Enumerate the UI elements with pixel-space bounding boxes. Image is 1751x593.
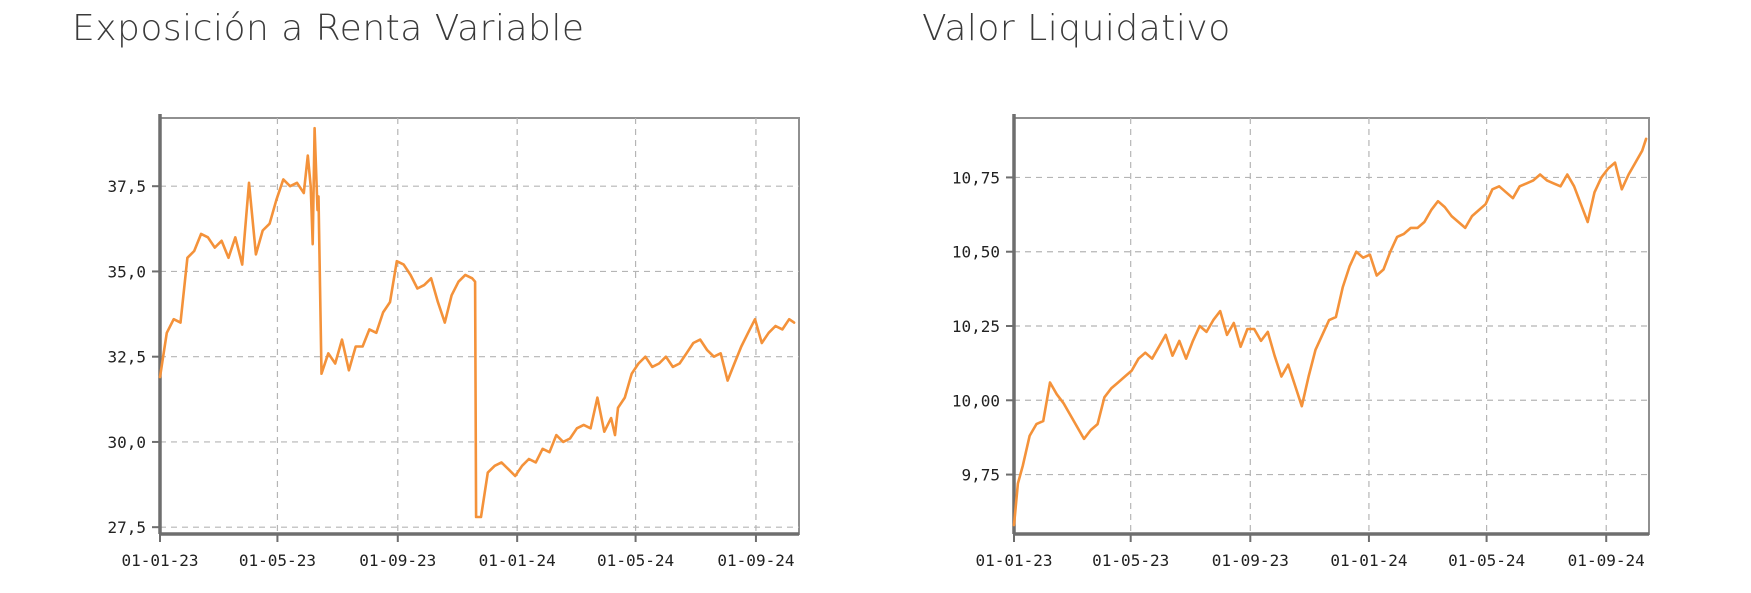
exposure-y-tick-label: 32,5: [107, 348, 146, 367]
exposure-x-tick-label: 01-01-23: [121, 551, 198, 570]
exposure-series-line: [158, 126, 796, 519]
nav-y-tick-label: 10,25: [952, 317, 1000, 336]
nav-x-tick-label: 01-01-24: [1330, 551, 1407, 570]
exposure-chart: 27,5 30,0 32,5 35,0 37,5 01-01-23 01-05-23 01-0…: [107, 114, 800, 570]
exposure-x-tick-label: 01-05-23: [239, 551, 316, 570]
exposure-y-tick-label: 37,5: [107, 177, 146, 196]
nav-y-tick-label: 9,75: [961, 466, 1000, 485]
nav-series-line: [1012, 137, 1648, 527]
nav-y-tick-label: 10,75: [952, 168, 1000, 187]
exposure-y-tick-label: 30,0: [107, 433, 146, 452]
nav-x-tick-label: 01-01-23: [975, 551, 1052, 570]
nav-x-tick-label: 01-05-24: [1448, 551, 1525, 570]
exposure-x-tick-label: 01-09-24: [717, 551, 794, 570]
nav-y-tick-label: 10,00: [952, 391, 1000, 410]
nav-y-tick-label: 10,50: [952, 243, 1000, 262]
exposure-x-tick-label: 01-09-23: [359, 551, 436, 570]
nav-x-tick-label: 01-05-23: [1092, 551, 1169, 570]
nav-chart-title: Valor Liquidativo: [922, 8, 1231, 49]
exposure-chart-title: Exposición a Renta Variable: [72, 8, 585, 49]
exposure-y-tick-label: 35,0: [107, 262, 146, 281]
nav-x-tick-label: 01-09-23: [1212, 551, 1289, 570]
nav-x-tick-label: 01-09-24: [1568, 551, 1645, 570]
exposure-y-tick-label: 27,5: [107, 518, 146, 537]
exposure-x-tick-label: 01-05-24: [597, 551, 674, 570]
exposure-x-tick-label: 01-01-24: [479, 551, 556, 570]
